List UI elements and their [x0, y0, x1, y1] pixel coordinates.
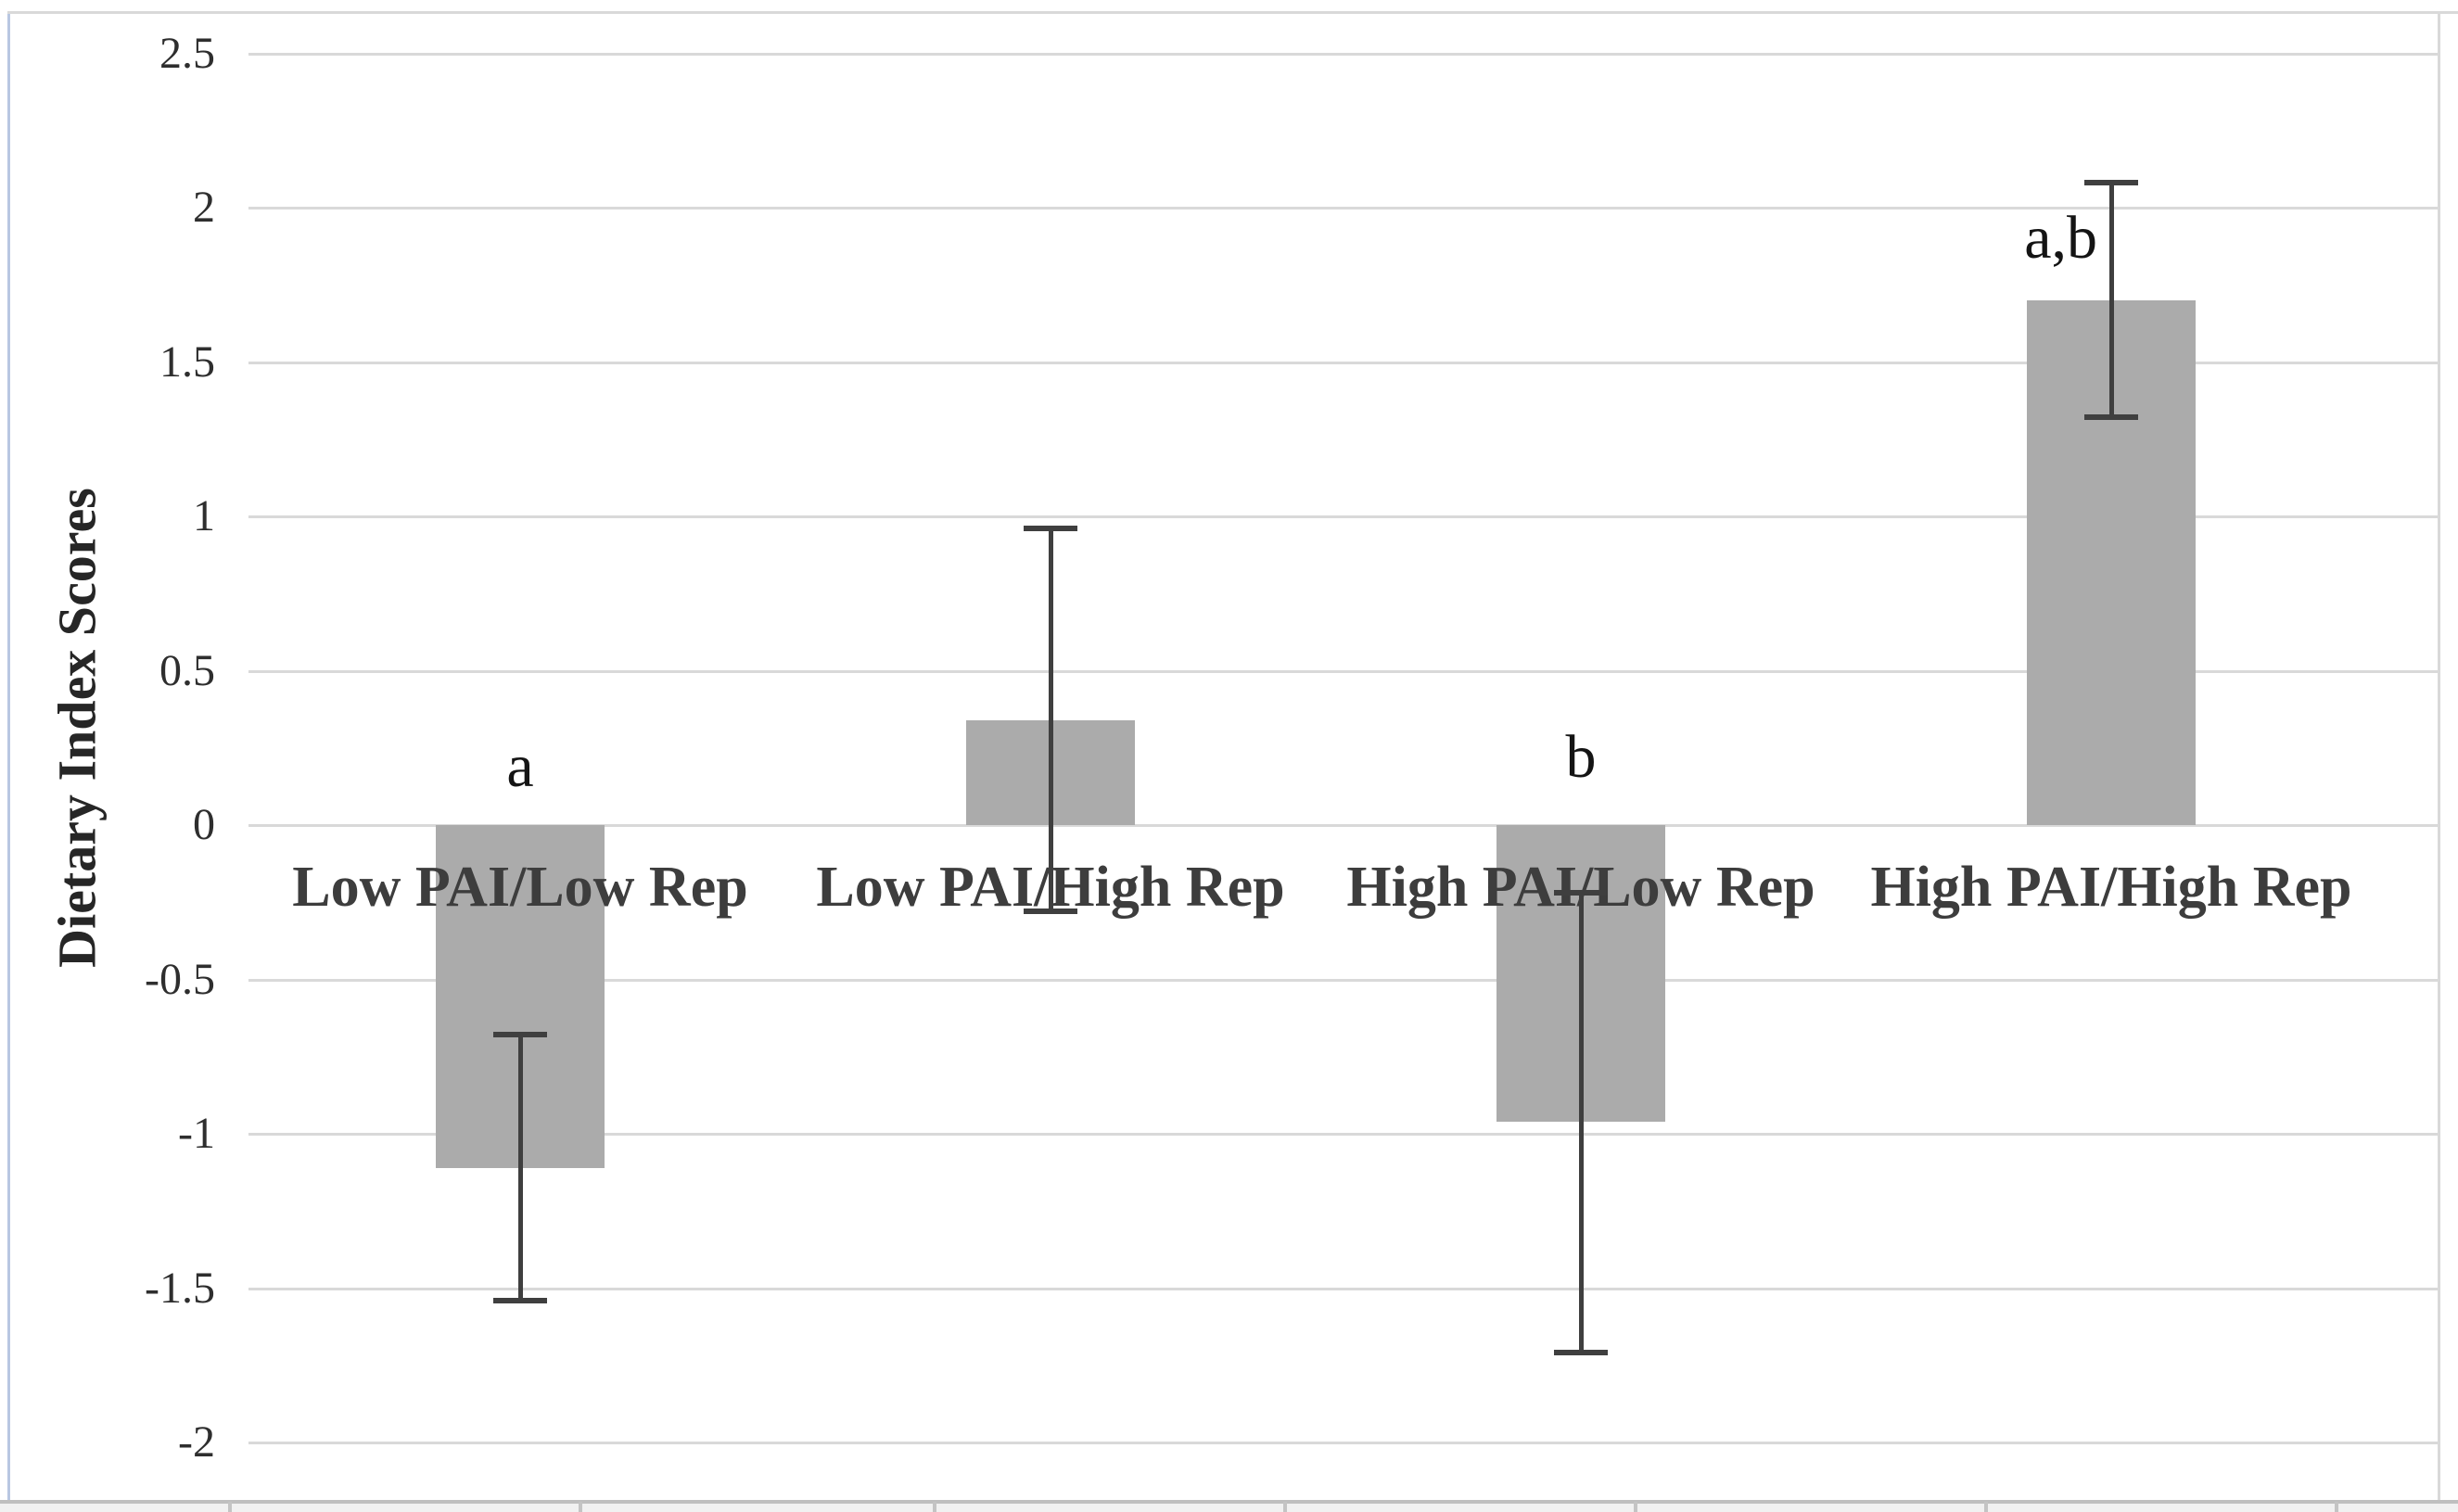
- y-axis-title: Dietary Index Scores: [46, 488, 108, 968]
- gridline: [248, 1442, 2439, 1444]
- category-label: High PAI/High Rep: [1870, 856, 2352, 919]
- y-tick-label: 2.5: [159, 28, 215, 78]
- right-border-line: [2438, 11, 2440, 1500]
- category-label: Low PAI/Low Rep: [292, 856, 748, 919]
- table-column-separator: [228, 1502, 232, 1512]
- table-column-separator: [1634, 1502, 1637, 1512]
- error-bar-cap: [1024, 526, 1077, 532]
- y-tick-label: 0.5: [159, 645, 215, 695]
- y-tick-label: -1: [178, 1109, 215, 1158]
- y-tick-label: 2: [193, 183, 215, 232]
- error-bar-line: [517, 1035, 523, 1301]
- gridline: [248, 361, 2439, 364]
- y-tick-label: -0.5: [145, 954, 215, 1004]
- gridline: [248, 52, 2439, 56]
- gridline: [248, 1133, 2439, 1136]
- gridline: [248, 978, 2439, 982]
- y-tick-label: 1: [193, 491, 215, 540]
- table-column-separator: [579, 1502, 582, 1512]
- error-bar-cap: [1554, 1350, 1608, 1356]
- table-column-separator: [1984, 1502, 1988, 1512]
- gridline: [248, 1287, 2439, 1290]
- table-top-rule: [0, 1500, 2458, 1504]
- gridline: [248, 824, 2439, 827]
- table-strip-bg: [0, 1504, 2458, 1512]
- y-tick-label: 0: [193, 800, 215, 849]
- significance-label: b: [1565, 722, 1597, 791]
- error-bar-line: [1578, 893, 1584, 1353]
- error-bar-cap: [493, 1032, 547, 1038]
- table-column-separator: [1283, 1502, 1287, 1512]
- y-tick-label: -2: [178, 1417, 215, 1467]
- error-bar-cap: [2084, 180, 2138, 186]
- significance-label: a,b: [2024, 204, 2097, 273]
- error-bar-cap: [2084, 414, 2138, 421]
- table-column-separator: [933, 1502, 936, 1512]
- y-tick-label: -1.5: [145, 1263, 215, 1313]
- gridline: [248, 515, 2439, 518]
- error-bar-cap: [1554, 890, 1608, 896]
- left-border-line: [7, 11, 10, 1512]
- error-bar-cap: [493, 1297, 547, 1303]
- table-column-separator: [2335, 1502, 2338, 1512]
- y-tick-label: 1.5: [159, 337, 215, 387]
- top-border-line: [7, 11, 2458, 14]
- gridline: [248, 669, 2439, 673]
- significance-label: a: [506, 731, 534, 800]
- error-bar-line: [1048, 528, 1053, 912]
- error-bar-cap: [1024, 908, 1077, 915]
- gridline: [248, 207, 2439, 210]
- error-bar-line: [2108, 183, 2114, 418]
